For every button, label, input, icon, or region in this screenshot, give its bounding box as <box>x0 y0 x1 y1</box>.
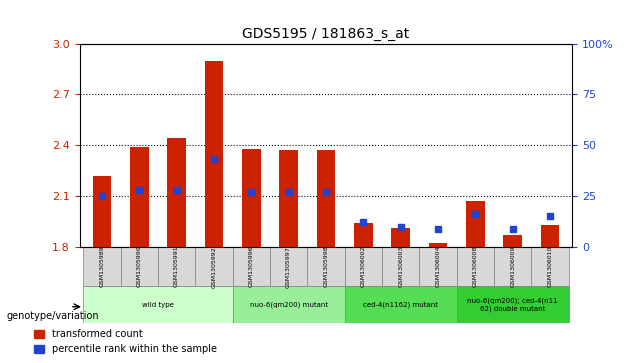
FancyBboxPatch shape <box>307 247 345 286</box>
Text: GSM1305990: GSM1305990 <box>137 246 142 287</box>
FancyBboxPatch shape <box>419 247 457 286</box>
FancyBboxPatch shape <box>345 286 457 323</box>
FancyBboxPatch shape <box>531 247 569 286</box>
Text: nuo-6(qm200) mutant: nuo-6(qm200) mutant <box>249 302 328 308</box>
FancyBboxPatch shape <box>457 247 494 286</box>
FancyBboxPatch shape <box>382 247 419 286</box>
FancyBboxPatch shape <box>233 286 345 323</box>
Legend: transformed count, percentile rank within the sample: transformed count, percentile rank withi… <box>31 326 221 358</box>
FancyBboxPatch shape <box>195 247 233 286</box>
Bar <box>279 150 298 247</box>
Bar <box>93 176 111 247</box>
Text: GSM1306010: GSM1306010 <box>548 246 553 287</box>
Bar <box>391 228 410 247</box>
Text: GSM1306008: GSM1306008 <box>473 246 478 287</box>
Text: GSM1305991: GSM1305991 <box>174 246 179 287</box>
Bar <box>541 225 559 247</box>
Bar <box>354 223 373 247</box>
Text: GSM1305997: GSM1305997 <box>286 246 291 287</box>
Bar <box>205 61 223 247</box>
Text: GSM1306003: GSM1306003 <box>398 246 403 287</box>
Text: GSM1306002: GSM1306002 <box>361 246 366 287</box>
Bar <box>503 235 522 247</box>
Text: GSM1305996: GSM1305996 <box>249 246 254 287</box>
FancyBboxPatch shape <box>457 286 569 323</box>
Text: GSM1305998: GSM1305998 <box>324 246 328 287</box>
Bar <box>317 150 335 247</box>
Text: wild type: wild type <box>142 302 174 308</box>
Title: GDS5195 / 181863_s_at: GDS5195 / 181863_s_at <box>242 27 410 41</box>
Text: GSM1306004: GSM1306004 <box>436 246 441 287</box>
Text: nuo-6(qm200); ced-4(n11
62) double mutant: nuo-6(qm200); ced-4(n11 62) double mutan… <box>467 298 558 312</box>
Text: ced-4(n1162) mutant: ced-4(n1162) mutant <box>363 302 438 308</box>
Bar <box>429 244 447 247</box>
Text: GSM1306009: GSM1306009 <box>510 246 515 287</box>
FancyBboxPatch shape <box>121 247 158 286</box>
Bar <box>130 147 149 247</box>
FancyBboxPatch shape <box>233 247 270 286</box>
Bar <box>466 201 485 247</box>
FancyBboxPatch shape <box>270 247 307 286</box>
FancyBboxPatch shape <box>83 247 121 286</box>
Bar <box>167 138 186 247</box>
Text: GSM1305992: GSM1305992 <box>211 246 216 287</box>
Text: genotype/variation: genotype/variation <box>6 311 99 321</box>
FancyBboxPatch shape <box>158 247 195 286</box>
FancyBboxPatch shape <box>83 286 233 323</box>
Bar <box>242 148 261 247</box>
Text: GSM1305989: GSM1305989 <box>99 246 104 287</box>
FancyBboxPatch shape <box>494 247 531 286</box>
FancyBboxPatch shape <box>345 247 382 286</box>
